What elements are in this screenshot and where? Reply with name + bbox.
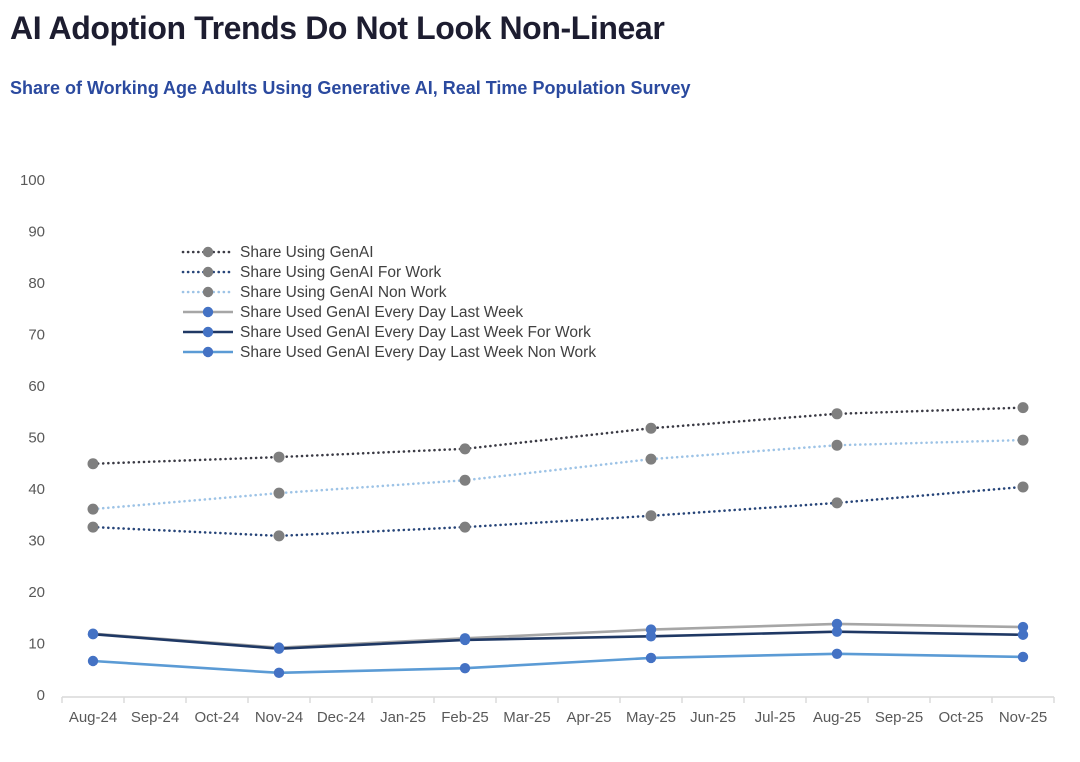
y-axis-tick-label: 70	[28, 327, 45, 344]
data-point-marker-share-using-genai-non-work	[459, 474, 471, 486]
data-point-marker-share-used-genai-every-day-last-week-non-work	[87, 655, 99, 667]
data-point-marker-share-using-genai	[645, 422, 657, 434]
line-chart: 0 10 20 30 40 50 60 70 80 90 100 Aug-24 Sep-24 Oct-24…	[20, 172, 1055, 726]
data-point-marker-share-used-genai-every-day-last-week-non-work	[273, 667, 285, 679]
legend-marker	[202, 306, 214, 318]
x-axis-tick-label: Dec-24	[317, 709, 365, 726]
data-point-marker-share-using-genai-non-work	[1017, 434, 1029, 446]
y-axis-tick-label: 0	[37, 687, 45, 704]
y-axis-labels: 0 10 20 30 40 50 60 70 80 90 100	[20, 172, 45, 704]
x-axis	[61, 696, 1055, 703]
x-axis-tick-label: May-25	[626, 709, 676, 726]
y-axis-tick-label: 100	[20, 172, 45, 189]
chart-subtitle: Share of Working Age Adults Using Genera…	[10, 78, 691, 98]
data-point-marker-share-using-genai-non-work	[831, 439, 843, 451]
y-axis-tick-label: 20	[28, 584, 45, 601]
legend-marker	[202, 326, 214, 338]
chart-title: AI Adoption Trends Do Not Look Non-Linea…	[10, 10, 665, 46]
legend-item-share-using-genai: Share Using GenAI	[181, 244, 374, 261]
y-axis-tick-label: 30	[28, 533, 45, 550]
data-point-marker-share-used-genai-every-day-last-week-for-work	[831, 626, 843, 637]
legend-item-share-used-genai-every-day-last-week: Share Used GenAI Every Day Last Week	[183, 304, 523, 321]
series-line-share-used-genai-every-day-last-week-non-work	[92, 652, 1024, 675]
legend-label: Share Used GenAI Every Day Last Week Non…	[240, 344, 596, 361]
legend-label: Share Using GenAI For Work	[240, 264, 442, 281]
legend: Share Using GenAI Share Using GenAI For W…	[181, 244, 596, 361]
legend-marker	[202, 266, 214, 278]
legend-item-share-used-genai-every-day-last-week-non-work: Share Used GenAI Every Day Last Week Non…	[183, 344, 596, 361]
data-point-marker-share-using-genai	[273, 451, 285, 463]
data-point-marker-share-using-genai	[831, 408, 843, 420]
data-point-marker-share-using-genai-for-work	[831, 497, 843, 509]
legend-label: Share Used GenAI Every Day Last Week For…	[240, 324, 591, 341]
data-point-marker-share-used-genai-every-day-last-week-for-work	[273, 643, 285, 654]
y-axis-tick-label: 10	[28, 636, 45, 653]
data-point-marker-share-used-genai-every-day-last-week-non-work	[459, 663, 471, 674]
legend-label: Share Using GenAI	[240, 244, 374, 261]
legend-marker	[202, 246, 214, 258]
y-axis-tick-label: 80	[28, 275, 45, 292]
data-point-marker-share-using-genai-non-work	[645, 453, 657, 465]
legend-label: Share Using GenAI Non Work	[240, 284, 447, 301]
data-point-marker-share-used-genai-every-day-last-week-non-work	[1017, 651, 1029, 663]
data-point-marker-share-used-genai-every-day-last-week	[831, 618, 843, 630]
series-line-share-using-genai-for-work	[91, 485, 1025, 538]
data-point-marker-share-used-genai-every-day-last-week-for-work	[87, 629, 99, 640]
y-axis-tick-label: 40	[28, 481, 45, 498]
data-point-marker-share-using-genai-non-work	[87, 503, 99, 515]
x-axis-tick-label: Aug-25	[813, 709, 861, 726]
data-point-marker-share-using-genai-for-work	[645, 510, 657, 522]
legend-marker	[202, 286, 214, 298]
x-axis-tick-label: Jan-25	[380, 709, 426, 726]
data-point-marker-share-used-genai-every-day-last-week-non-work	[831, 648, 843, 659]
data-point-marker-share-used-genai-every-day-last-week-for-work	[1017, 629, 1029, 640]
legend-item-share-using-genai-non-work: Share Using GenAI Non Work	[181, 284, 447, 301]
series-line-share-using-genai	[91, 406, 1025, 466]
x-axis-tick-label: Mar-25	[503, 709, 551, 726]
data-point-marker-share-used-genai-every-day-last-week-for-work	[645, 631, 657, 642]
x-axis-tick-label: Feb-25	[441, 709, 489, 726]
data-point-marker-share-used-genai-every-day-last-week	[1017, 621, 1029, 633]
series-line-share-using-genai-non-work	[91, 438, 1025, 511]
data-point-marker-share-using-genai-for-work	[87, 521, 99, 533]
series-lines	[91, 406, 1025, 675]
series-line-share-used-genai-every-day-last-week-for-work	[92, 630, 1024, 650]
legend-marker	[202, 346, 214, 358]
legend-label: Share Used GenAI Every Day Last Week	[240, 304, 523, 321]
data-point-marker-share-using-genai	[87, 458, 99, 470]
data-point-marker-share-used-genai-every-day-last-week-for-work	[459, 634, 471, 646]
data-point-marker-share-using-genai-for-work	[273, 530, 285, 542]
x-axis-tick-label: Apr-25	[566, 709, 611, 726]
x-axis-tick-label: Sep-25	[875, 709, 923, 726]
legend-item-share-using-genai-for-work: Share Using GenAI For Work	[181, 264, 442, 281]
series-markers	[87, 402, 1029, 679]
x-axis-tick-label: Nov-25	[999, 709, 1047, 726]
x-axis-tick-label: Oct-25	[938, 709, 983, 726]
x-axis-tick-label: Sep-24	[131, 709, 179, 726]
y-axis-tick-label: 60	[28, 378, 45, 395]
data-point-marker-share-using-genai-for-work	[1017, 481, 1029, 493]
x-axis-tick-label: Aug-24	[69, 709, 117, 726]
data-point-marker-share-used-genai-every-day-last-week-non-work	[645, 652, 657, 664]
x-axis-tick-label: Nov-24	[255, 709, 303, 726]
data-point-marker-share-using-genai	[459, 443, 471, 455]
data-point-marker-share-using-genai-non-work	[273, 487, 285, 499]
x-axis-tick-label: Jul-25	[755, 709, 796, 726]
data-point-marker-share-using-genai	[1017, 402, 1029, 414]
x-axis-labels: Aug-24 Sep-24 Oct-24 Nov-24 Dec-24 Jan-25 Feb-…	[69, 709, 1047, 726]
x-axis-tick-label: Jun-25	[690, 709, 736, 726]
y-axis-tick-label: 50	[28, 430, 45, 447]
legend-item-share-used-genai-every-day-last-week-for-work: Share Used GenAI Every Day Last Week For…	[183, 324, 591, 341]
data-point-marker-share-using-genai-for-work	[459, 521, 471, 533]
y-axis-tick-label: 90	[28, 224, 45, 241]
x-axis-tick-label: Oct-24	[194, 709, 239, 726]
